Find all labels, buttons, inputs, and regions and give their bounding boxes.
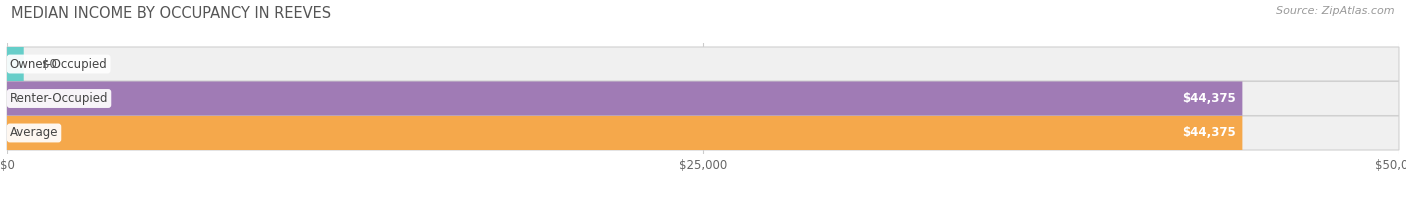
FancyBboxPatch shape [7, 47, 24, 81]
FancyBboxPatch shape [7, 116, 1243, 150]
Text: MEDIAN INCOME BY OCCUPANCY IN REEVES: MEDIAN INCOME BY OCCUPANCY IN REEVES [11, 6, 332, 21]
Text: Owner-Occupied: Owner-Occupied [10, 58, 108, 71]
FancyBboxPatch shape [7, 116, 1399, 150]
Text: $0: $0 [42, 58, 56, 71]
Text: $44,375: $44,375 [1181, 126, 1236, 139]
Text: Source: ZipAtlas.com: Source: ZipAtlas.com [1277, 6, 1395, 16]
FancyBboxPatch shape [7, 47, 1399, 81]
Text: $44,375: $44,375 [1181, 92, 1236, 105]
FancyBboxPatch shape [7, 82, 1243, 115]
FancyBboxPatch shape [7, 82, 1399, 115]
Text: Average: Average [10, 126, 58, 139]
Text: Renter-Occupied: Renter-Occupied [10, 92, 108, 105]
